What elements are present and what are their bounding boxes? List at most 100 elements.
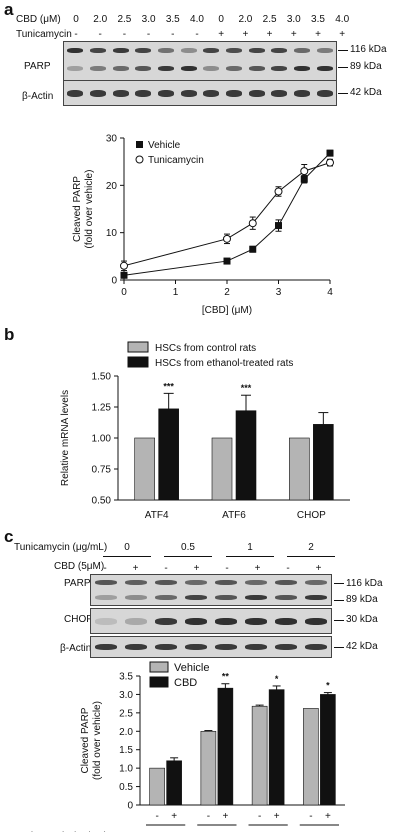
bar-0-0 (149, 767, 165, 806)
bar-1-2 (268, 689, 285, 806)
blot-label-beta-actin: β-Actin (22, 91, 54, 102)
a-actin-band-0-7 (225, 90, 243, 97)
a-parp-band-0-1 (89, 48, 107, 53)
blot-label-parp: PARP (24, 61, 51, 72)
y-axis-label-line1: Cleaved PARP (72, 176, 83, 242)
a-actin-band-0-11 (316, 90, 333, 97)
y-axis-label-line2: (fold over vehicle) (92, 701, 103, 780)
kda-tick-42-c (334, 647, 344, 648)
data-point-1-3 (274, 187, 283, 196)
c-chop-band-0-3 (185, 618, 207, 625)
significance-1: ** (222, 672, 230, 682)
legend-label-control: HSCs from control rats (155, 343, 256, 354)
a-parp-band-1-2 (112, 66, 129, 71)
dose-underline-2 (226, 556, 274, 557)
a-actin-band-0-5 (180, 90, 197, 97)
c-parp-band-1-6 (275, 595, 297, 600)
a-actin-band-0-4 (157, 90, 175, 97)
legend-swatch-vehicle (149, 661, 169, 673)
bottom-cbd-minus-1: - (207, 811, 210, 822)
y-tick-label-6: 3.0 (119, 690, 133, 701)
y-axis-label: Relative mRNA levels (60, 390, 71, 486)
a-parp-band-1-11 (316, 66, 333, 71)
bar-1-2 (313, 424, 334, 501)
blot-label-chop: CHOP (64, 614, 93, 625)
y-tick-label-2: 1.0 (119, 764, 133, 775)
a-parp-band-0-0 (67, 48, 84, 53)
tunicamycin-value-7: + (242, 29, 249, 40)
tunicamycin-value-10: + (315, 29, 321, 40)
beta-actin-blot (63, 80, 337, 106)
a-parp-band-1-4 (157, 66, 175, 71)
c-parp-band-1-1 (125, 595, 147, 600)
a-actin-band-0-10 (293, 90, 311, 97)
blot-label-parp-c: PARP (64, 578, 91, 589)
kda-label-30-c: 30 kDa (346, 614, 378, 625)
bar-1-0 (158, 408, 179, 501)
data-point-1-4 (300, 167, 309, 176)
y-tick-label-3: 1.25 (92, 403, 112, 414)
c-parp-band-0-5 (245, 580, 267, 585)
cbd-value-2: 2.5 (117, 14, 132, 25)
a-actin-band-0-2 (112, 90, 129, 97)
bottom-cbd-minus-2: - (258, 811, 261, 822)
bar-1-1 (217, 687, 234, 806)
a-parp-band-0-2 (112, 48, 129, 53)
c-parp-band-1-0 (95, 595, 117, 600)
cbd-value-10: 3.5 (311, 14, 325, 25)
bar-1-1 (235, 410, 257, 501)
c-actin-band-0-0 (95, 644, 117, 650)
cbd-value-0: 0 (73, 14, 79, 25)
kda-tick-30-c (334, 620, 344, 621)
c-parp-band-0-0 (95, 580, 117, 585)
cbd-value-11: 4.0 (335, 14, 350, 25)
kda-tick-89 (338, 67, 348, 68)
y-axis-label-line2: (fold over vehicle) (84, 170, 95, 249)
bar-0-2 (251, 705, 268, 806)
bottom-cbd-plus-0: + (171, 811, 177, 822)
tunicamycin-dose-0: 0 (124, 542, 130, 553)
bar-1-0 (166, 760, 182, 806)
cbd-value-9: 3.0 (286, 14, 301, 25)
bar-0-1 (211, 437, 233, 501)
blot-label-beta-actin-c: β-Actin (60, 643, 92, 654)
data-point-0-2 (249, 245, 257, 253)
legend-label-ethanol: HSCs from ethanol-treated rats (155, 358, 293, 369)
y-tick-label-2: 1.00 (92, 434, 112, 445)
tunicamycin-dose-2: 1 (247, 542, 253, 553)
y-tick-label-3: 30 (106, 134, 118, 145)
bottom-cbd-minus-3: - (309, 811, 312, 822)
kda-label-42-c: 42 kDa (346, 641, 378, 652)
a-actin-band-0-9 (271, 90, 288, 97)
bar-0-1 (200, 730, 217, 806)
tunicamycin-value-4: - (171, 29, 175, 40)
c-actin-band-0-7 (305, 644, 327, 650)
dose-underline-3 (287, 556, 335, 557)
c-parp-band-1-7 (305, 595, 327, 600)
c-parp-band-1-2 (155, 595, 177, 600)
a-parp-band-0-8 (248, 48, 265, 53)
c-chop-band-0-6 (275, 618, 297, 625)
kda-tick-89-c (334, 600, 344, 601)
tunicamycin-value-11: + (339, 29, 346, 40)
category-label-0: ATF4 (145, 510, 169, 521)
dose-underline-1 (164, 556, 212, 557)
bar-1-3 (320, 694, 336, 806)
x-axis-label: [CBD] (μM) (202, 305, 252, 316)
category-label-1: ATF6 (222, 510, 246, 521)
a-parp-band-1-8 (248, 66, 265, 71)
cbd-treatment-4: - (225, 563, 229, 574)
tunicamycin-dose-1: 0.5 (181, 542, 195, 553)
c-chop-band-0-1 (125, 618, 147, 625)
y-tick-label-7: 3.5 (119, 672, 133, 683)
y-tick-label-0: 0.50 (92, 496, 112, 507)
legend-label-vehicle: Vehicle (174, 662, 209, 674)
c-actin-band-0-3 (185, 644, 207, 650)
legend-swatch-ethanol (127, 356, 149, 368)
kda-tick-116-c (334, 583, 344, 584)
c-actin-band-0-1 (125, 644, 147, 650)
cbd-value-4: 3.5 (165, 14, 180, 25)
legend-label-1: Tunicamycin (148, 155, 204, 166)
y-axis-label-line1: Cleaved PARP (80, 707, 91, 773)
bar-0-0 (134, 437, 155, 501)
